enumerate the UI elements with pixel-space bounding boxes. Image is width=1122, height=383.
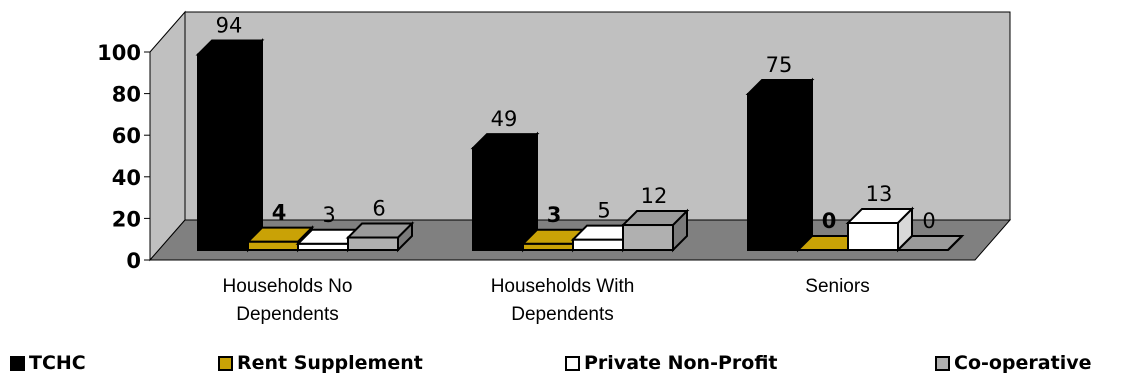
- bars: [195, 38, 965, 253]
- x-tick-label-line: Households With: [491, 276, 635, 297]
- x-tick-label: Seniors: [805, 276, 869, 297]
- legend: TCHC Rent Supplement Private Non-Profit …: [0, 352, 1122, 380]
- bar-tchc-households-no-dependents: [195, 38, 265, 253]
- data-label: 3: [322, 203, 335, 227]
- x-tick-label: Households With Dependents: [491, 276, 635, 325]
- bar-co-operative-households-no-dependents: [345, 221, 415, 253]
- data-label: 94: [216, 13, 243, 37]
- y-tick-label: 100: [97, 41, 141, 65]
- x-tick-label-line: Dependents: [236, 304, 338, 325]
- bar-side: [947, 235, 963, 251]
- data-label: 13: [866, 182, 893, 206]
- bar-front: [622, 224, 674, 251]
- legend-swatch-tchc: [10, 355, 25, 371]
- legend-label: Private Non-Profit: [584, 352, 778, 374]
- legend-label: Co-operative: [954, 352, 1092, 374]
- data-label: 12: [641, 184, 668, 208]
- y-tick-label: 0: [126, 249, 141, 273]
- legend-item-private-non-profit: Private Non-Profit: [565, 352, 777, 374]
- y-axis: 0 20 40 60 80 100: [97, 41, 151, 273]
- bar-front: [247, 240, 299, 251]
- bar-front: [347, 236, 399, 252]
- y-tick-label: 80: [112, 83, 141, 107]
- x-tick-label-line: Households No: [223, 276, 353, 297]
- data-label: 49: [491, 107, 518, 131]
- bar-tchc-seniors: [745, 77, 815, 253]
- bar-co-operative-seniors: [895, 235, 965, 251]
- legend-item-co-operative: Co-operative: [935, 352, 1091, 374]
- y-tick-label: 40: [112, 166, 141, 190]
- legend-item-tchc: TCHC: [10, 352, 86, 374]
- bar-side: [397, 221, 413, 253]
- legend-swatch-private-non-profit: [565, 355, 580, 371]
- y-tick-label: 20: [112, 207, 141, 231]
- bar-side: [797, 77, 813, 253]
- x-axis: Households No Dependents Households With De…: [150, 259, 975, 325]
- legend-swatch-co-operative: [935, 355, 950, 371]
- bar-front: [572, 238, 624, 252]
- data-label: 75: [766, 53, 793, 77]
- bar-tchc-households-with-dependents: [470, 131, 540, 253]
- data-label: 4: [272, 201, 287, 225]
- bar-side: [672, 208, 688, 253]
- bar-front: [847, 221, 899, 252]
- x-tick-label-line: Dependents: [511, 304, 613, 325]
- bar-co-operative-households-with-dependents: [620, 208, 690, 253]
- bar-front: [747, 93, 799, 251]
- chart: 0 20 40 60 80 100 94 4 3 6 49 3 5 12 75 0 13 0 Household…: [97, 10, 1012, 325]
- data-label: 3: [547, 203, 562, 227]
- data-labels: 94 4 3 6 49 3 5 12 75 0 13 0: [216, 13, 936, 233]
- data-label: 0: [922, 209, 935, 233]
- data-label: 6: [372, 197, 385, 221]
- side-wall: [149, 10, 186, 262]
- y-tick-label: 60: [112, 124, 141, 148]
- bar-front: [472, 147, 524, 251]
- bar-front: [197, 53, 249, 252]
- legend-item-rent-supplement: Rent Supplement: [218, 352, 423, 374]
- x-tick-label-line: Seniors: [805, 276, 869, 297]
- legend-label: Rent Supplement: [237, 352, 423, 374]
- x-tick-label: Households No Dependents: [223, 276, 353, 325]
- legend-swatch-rent-supplement: [218, 355, 233, 371]
- bar-private-non-profit-seniors: [845, 206, 915, 253]
- legend-label: TCHC: [29, 352, 86, 374]
- bar-side: [247, 38, 263, 253]
- data-label: 0: [822, 209, 837, 233]
- data-label: 5: [597, 199, 610, 223]
